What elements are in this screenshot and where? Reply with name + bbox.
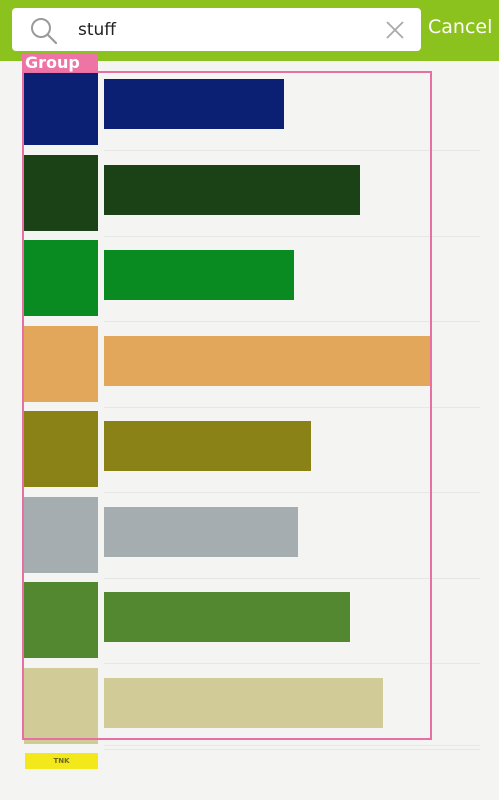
search-header: Cancel	[0, 0, 499, 61]
row-divider	[104, 492, 480, 493]
list-item[interactable]	[22, 664, 480, 750]
list-item[interactable]	[22, 578, 480, 664]
item-title-redacted	[104, 677, 383, 728]
row-divider	[104, 577, 480, 579]
item-thumbnail: TNK	[25, 753, 98, 769]
search-box[interactable]	[12, 8, 421, 51]
search-icon	[30, 17, 58, 45]
list-item[interactable]: TNK	[22, 745, 480, 800]
list-item[interactable]	[22, 493, 480, 579]
row-divider	[104, 745, 480, 746]
row-divider	[104, 235, 480, 237]
item-thumbnail	[24, 69, 98, 145]
item-thumbnail	[24, 411, 98, 487]
item-thumbnail	[24, 325, 98, 402]
item-thumbnail	[24, 496, 98, 573]
cancel-button[interactable]: Cancel	[428, 16, 493, 38]
search-input[interactable]	[78, 16, 368, 44]
list-item[interactable]	[22, 236, 480, 322]
list-item[interactable]	[22, 151, 480, 237]
row-divider	[104, 663, 480, 664]
row-divider	[104, 150, 480, 151]
item-thumbnail	[24, 667, 98, 744]
clear-icon[interactable]	[384, 19, 406, 41]
row-divider	[104, 321, 480, 322]
item-title-redacted	[104, 592, 350, 642]
item-title-redacted	[104, 79, 284, 129]
list-item[interactable]	[22, 322, 480, 408]
item-title-redacted	[104, 250, 294, 300]
list-item[interactable]	[22, 407, 480, 493]
group-label: Group	[22, 53, 98, 72]
item-thumbnail	[24, 154, 98, 231]
row-divider	[104, 406, 480, 408]
row-divider	[104, 748, 480, 750]
item-thumbnail	[24, 582, 98, 658]
item-title-redacted	[104, 506, 298, 557]
list-item[interactable]	[22, 65, 480, 151]
item-title-redacted	[104, 164, 360, 215]
item-title-redacted	[104, 421, 311, 471]
item-title-redacted	[104, 335, 432, 386]
item-thumbnail	[24, 240, 98, 316]
